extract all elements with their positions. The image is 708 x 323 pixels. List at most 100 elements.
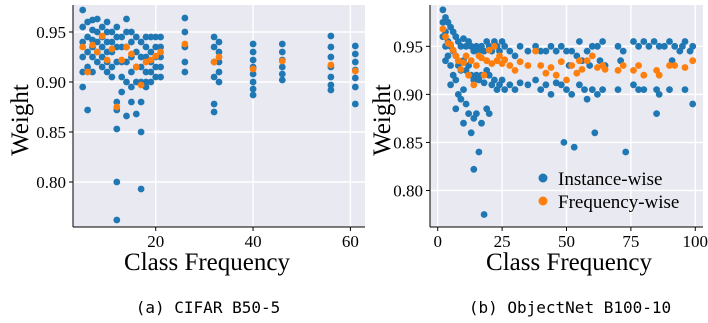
instance-point <box>327 43 335 51</box>
frequency-point <box>666 62 673 69</box>
instance-point <box>524 81 532 89</box>
instance-point <box>630 38 637 45</box>
instance-point <box>98 63 106 71</box>
frequency-point <box>118 56 126 64</box>
instance-point <box>147 33 155 41</box>
instance-point <box>249 70 257 78</box>
instance-point <box>594 91 601 98</box>
instance-point <box>588 42 596 50</box>
instance-point <box>614 86 622 93</box>
y-tick-label: 0.85 <box>36 123 66 142</box>
frequency-point <box>470 81 478 89</box>
instance-point <box>465 110 472 117</box>
instance-point <box>137 185 145 193</box>
x-tick-label: 40 <box>245 232 262 251</box>
instance-point <box>327 32 335 40</box>
instance-point <box>506 81 514 89</box>
instance-point <box>127 38 135 46</box>
instance-point <box>210 73 218 81</box>
frequency-point <box>447 41 454 48</box>
instance-point <box>563 47 570 55</box>
instance-point <box>79 68 87 76</box>
instance-point <box>142 78 150 86</box>
instance-point <box>278 70 286 78</box>
frequency-point <box>488 60 496 67</box>
instance-point <box>583 95 591 103</box>
instance-point <box>89 68 96 76</box>
legend-marker-instance <box>538 173 548 183</box>
instance-point <box>152 63 160 71</box>
instance-point <box>470 165 478 173</box>
instance-point <box>118 73 126 81</box>
frequency-point <box>563 76 570 84</box>
frequency-point <box>614 67 622 74</box>
instance-point <box>485 110 493 117</box>
frequency-point <box>79 43 87 51</box>
instance-point <box>113 216 121 224</box>
instance-point <box>249 48 257 56</box>
instance-point <box>681 38 689 45</box>
frequency-point <box>478 54 485 62</box>
frequency-point <box>568 62 576 69</box>
legend-label-instance: Instance-wise <box>558 169 662 190</box>
frequency-point <box>84 68 91 76</box>
instance-point <box>249 56 257 64</box>
frequency-point <box>123 43 130 51</box>
instance-point <box>511 86 519 93</box>
frequency-point <box>157 48 165 56</box>
frequency-point <box>524 62 532 69</box>
instance-point <box>132 33 140 41</box>
instance-point <box>351 100 359 108</box>
instance-point <box>113 23 121 31</box>
instance-point <box>485 71 493 79</box>
instance-point <box>181 28 189 36</box>
frequency-point <box>473 62 480 69</box>
frequency-point <box>132 63 140 71</box>
instance-point <box>480 211 488 218</box>
x-tick-label: 60 <box>342 232 359 251</box>
instance-point <box>93 15 101 23</box>
frequency-point <box>98 32 106 40</box>
subfigure-caption: (b) ObjectNet B100-10 <box>469 298 671 317</box>
frequency-point <box>454 57 462 65</box>
instance-point <box>666 86 673 93</box>
frequency-point <box>532 47 539 55</box>
instance-point <box>118 43 126 51</box>
instance-point <box>532 42 539 50</box>
instance-point <box>79 53 87 61</box>
instance-point <box>351 74 359 82</box>
instance-point <box>118 88 126 96</box>
y-axis-label: Weight <box>7 84 34 156</box>
instance-point <box>496 47 503 55</box>
frequency-point <box>557 58 565 66</box>
frequency-point <box>351 67 359 75</box>
instance-point <box>327 86 335 94</box>
frequency-point <box>511 67 519 74</box>
instance-point <box>181 58 189 66</box>
frequency-point <box>93 48 101 56</box>
instance-point <box>278 76 286 84</box>
instance-point <box>113 33 121 41</box>
instance-point <box>152 73 160 81</box>
instance-point <box>84 63 91 71</box>
instance-point <box>351 58 359 66</box>
instance-point <box>640 38 648 45</box>
instance-point <box>210 33 218 41</box>
instance-point <box>137 38 145 46</box>
instance-point <box>599 38 606 45</box>
instance-point <box>588 86 596 93</box>
instance-point <box>457 95 465 103</box>
y-tick-label: 0.95 <box>36 23 66 42</box>
frequency-point <box>249 65 257 73</box>
frequency-point <box>485 46 493 54</box>
instance-point <box>215 68 223 76</box>
frequency-point <box>181 40 189 48</box>
instance-point <box>108 38 116 46</box>
frequency-point <box>442 33 449 41</box>
instance-point <box>591 129 599 137</box>
instance-point <box>568 47 576 55</box>
instance-point <box>210 108 218 116</box>
instance-point <box>557 42 565 50</box>
instance-point <box>108 28 116 36</box>
instance-point <box>215 78 223 86</box>
